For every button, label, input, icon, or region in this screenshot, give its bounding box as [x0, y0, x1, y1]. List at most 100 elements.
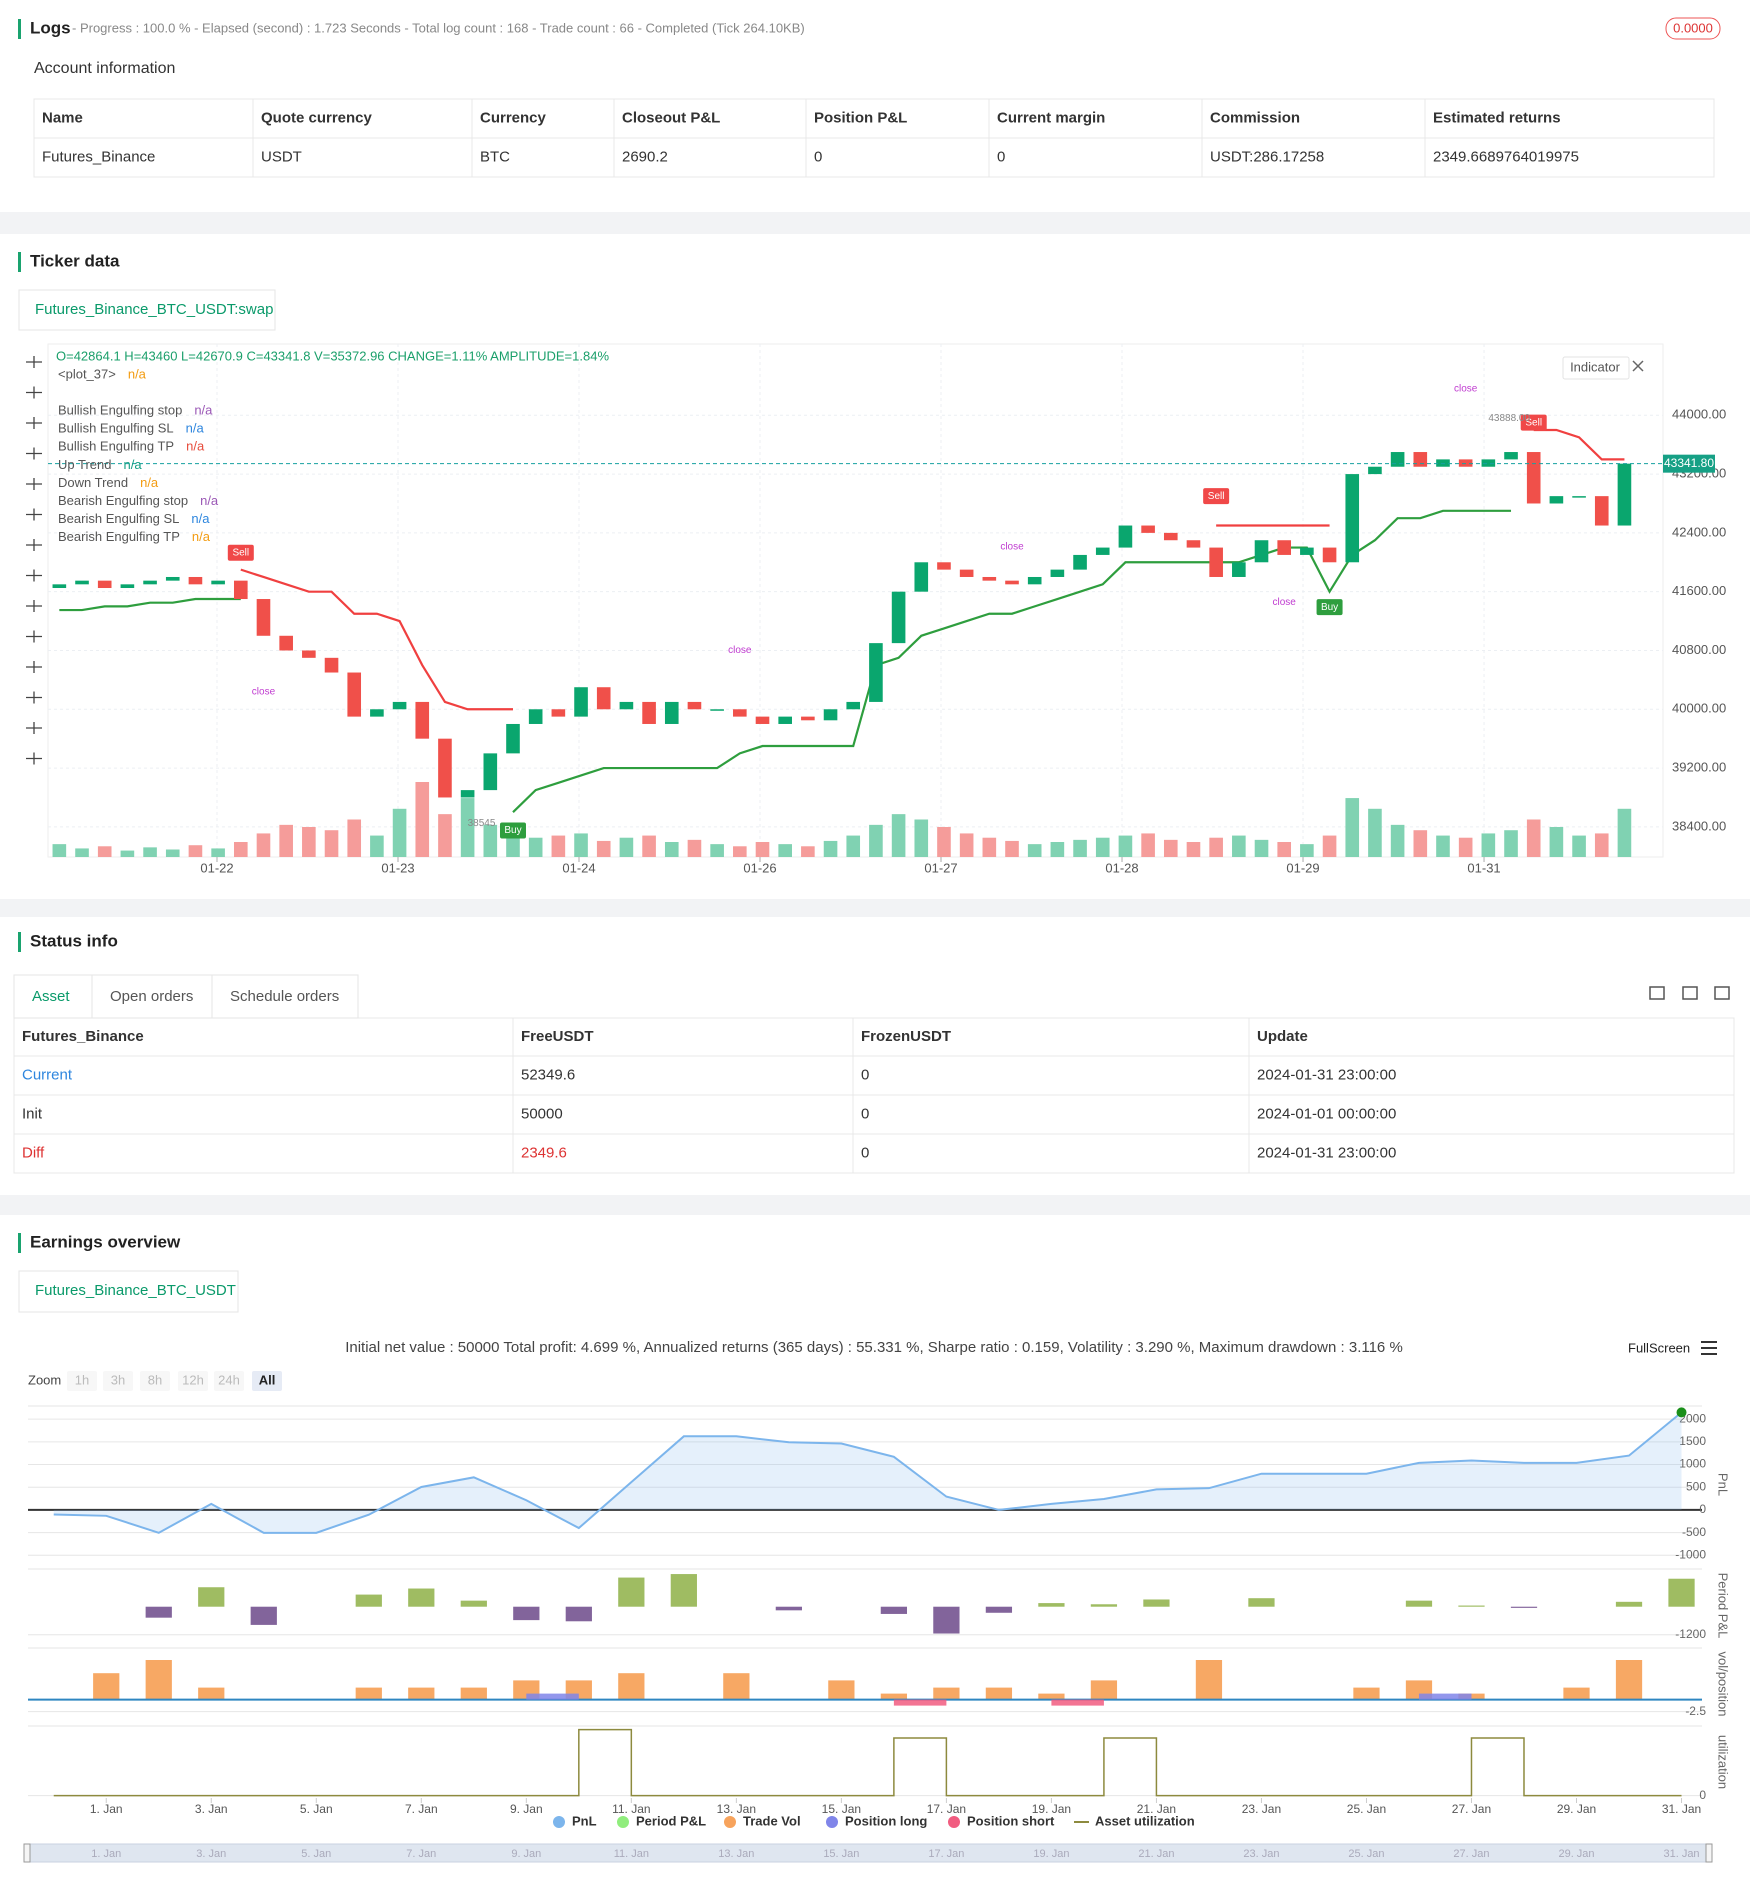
x-tick-label: 01-29	[1286, 860, 1319, 875]
indicator-button[interactable]	[1562, 356, 1630, 380]
signal-tag	[1520, 414, 1547, 431]
x-tick-label: 1. Jan	[90, 1802, 123, 1816]
zoom-text[interactable]: 12h	[182, 1372, 204, 1387]
bar	[1038, 1693, 1065, 1700]
x-tick-label: 17. Jan	[927, 1802, 966, 1816]
table-header: FrozenUSDT	[861, 1028, 951, 1045]
zoom-button[interactable]	[252, 1371, 282, 1391]
tool-icon[interactable]	[26, 417, 42, 429]
candle	[1141, 525, 1155, 533]
x-tick-label: 15. Jan	[822, 1802, 861, 1816]
legend-value: n/a	[194, 403, 213, 418]
volume-bar	[415, 782, 430, 857]
section-marker	[18, 252, 21, 272]
volume-bar	[1458, 837, 1473, 857]
toolbar-icon[interactable]	[1649, 986, 1665, 1000]
volume-bar	[891, 814, 906, 857]
candle	[642, 701, 656, 724]
y-tick-label: 42400.00	[1672, 524, 1726, 539]
toolbar-icon[interactable]	[1682, 986, 1698, 1000]
tool-icon[interactable]	[26, 539, 42, 551]
tab-label[interactable]: Asset	[32, 988, 70, 1005]
zoom-text[interactable]: 3h	[111, 1372, 125, 1387]
tool-icon[interactable]	[26, 356, 42, 368]
volume-bar	[823, 840, 838, 857]
tool-icon[interactable]	[26, 600, 42, 612]
tab[interactable]	[18, 289, 276, 331]
bar	[408, 1687, 435, 1700]
volume-bar	[869, 824, 883, 857]
tool-icon[interactable]	[26, 722, 42, 734]
candle	[1209, 547, 1223, 577]
tool-icon[interactable]	[26, 386, 42, 399]
navigator-label: 27. Jan	[1453, 1848, 1489, 1860]
legend-label[interactable]: Position short	[967, 1813, 1055, 1828]
zoom-button[interactable]	[67, 1371, 97, 1391]
zoom-button[interactable]	[103, 1371, 133, 1391]
legend-label[interactable]: Asset utilization	[1095, 1813, 1195, 1828]
tab-label[interactable]: Schedule orders	[230, 988, 339, 1005]
candle	[528, 709, 543, 724]
candle	[1504, 452, 1518, 460]
volume-bar	[1322, 835, 1337, 857]
menu-icon[interactable]	[1701, 1341, 1717, 1355]
badge-text: 0.0000	[1673, 20, 1713, 35]
navigator-handle[interactable]	[23, 1843, 31, 1863]
table-header: Quote currency	[261, 109, 373, 126]
bar	[145, 1606, 172, 1618]
tool-icon[interactable]	[26, 691, 42, 704]
section-marker	[18, 932, 21, 952]
tool-icon[interactable]	[26, 478, 42, 490]
zoom-button[interactable]	[214, 1371, 244, 1391]
tool-icon[interactable]	[26, 661, 42, 673]
last-price-tag	[1663, 454, 1715, 473]
zoom-text[interactable]: 8h	[148, 1372, 162, 1387]
tool-icon[interactable]	[26, 447, 42, 460]
candle	[347, 672, 362, 717]
bar	[1248, 1598, 1275, 1607]
table-cell: 2024-01-01 00:00:00	[1257, 1105, 1396, 1122]
volume-bar	[1027, 844, 1042, 857]
fullscreen[interactable]: FullScreen	[1628, 1340, 1690, 1355]
tab-label[interactable]: Open orders	[110, 988, 193, 1005]
bar	[1090, 1680, 1118, 1700]
volume-bar	[755, 842, 770, 857]
candle	[710, 709, 724, 711]
candle	[1050, 569, 1065, 577]
navigator-label: 15. Jan	[823, 1848, 859, 1860]
tab[interactable]	[211, 974, 359, 1019]
tool-icon[interactable]	[26, 752, 42, 765]
x-tick-label: 19. Jan	[1032, 1802, 1071, 1816]
table-cell: Current	[22, 1066, 73, 1083]
zoom-text[interactable]: 24h	[218, 1372, 240, 1387]
table-header: Estimated returns	[1433, 109, 1561, 126]
navigator-handle[interactable]	[1705, 1843, 1713, 1863]
ticker-tab[interactable]: Futures_Binance_BTC_USDT:swap	[35, 301, 273, 318]
bar	[1668, 1578, 1695, 1607]
legend-label[interactable]: Period P&L	[636, 1813, 706, 1828]
expand-icon[interactable]	[1632, 360, 1644, 372]
zoom-text[interactable]: 1h	[75, 1372, 89, 1387]
tab[interactable]	[13, 974, 93, 1019]
candle	[1413, 452, 1428, 467]
tool-icon[interactable]	[26, 630, 42, 643]
table-cell: Init	[22, 1105, 43, 1122]
legend-label[interactable]: PnL	[572, 1813, 597, 1828]
table-header: Closeout P&L	[622, 109, 720, 126]
legend-label[interactable]: Position long	[845, 1813, 927, 1828]
tab[interactable]	[18, 1270, 239, 1313]
toolbar-icon[interactable]	[1714, 986, 1730, 1000]
zoom-text[interactable]: All	[259, 1372, 276, 1387]
legend-value: n/a	[186, 439, 205, 454]
earnings-tab[interactable]: Futures_Binance_BTC_USDT	[35, 1282, 236, 1299]
zoom-button[interactable]	[140, 1371, 170, 1391]
legend-label[interactable]: Trade Vol	[743, 1813, 801, 1828]
tool-icon[interactable]	[26, 508, 42, 521]
bar	[93, 1673, 120, 1700]
y-tick-label: 500	[1686, 1479, 1706, 1493]
navigator-label: 7. Jan	[406, 1848, 436, 1860]
indicator-text[interactable]: Indicator	[1570, 359, 1621, 374]
zoom-button[interactable]	[178, 1371, 208, 1391]
tool-icon[interactable]	[26, 569, 42, 582]
table-header: Name	[42, 109, 83, 126]
